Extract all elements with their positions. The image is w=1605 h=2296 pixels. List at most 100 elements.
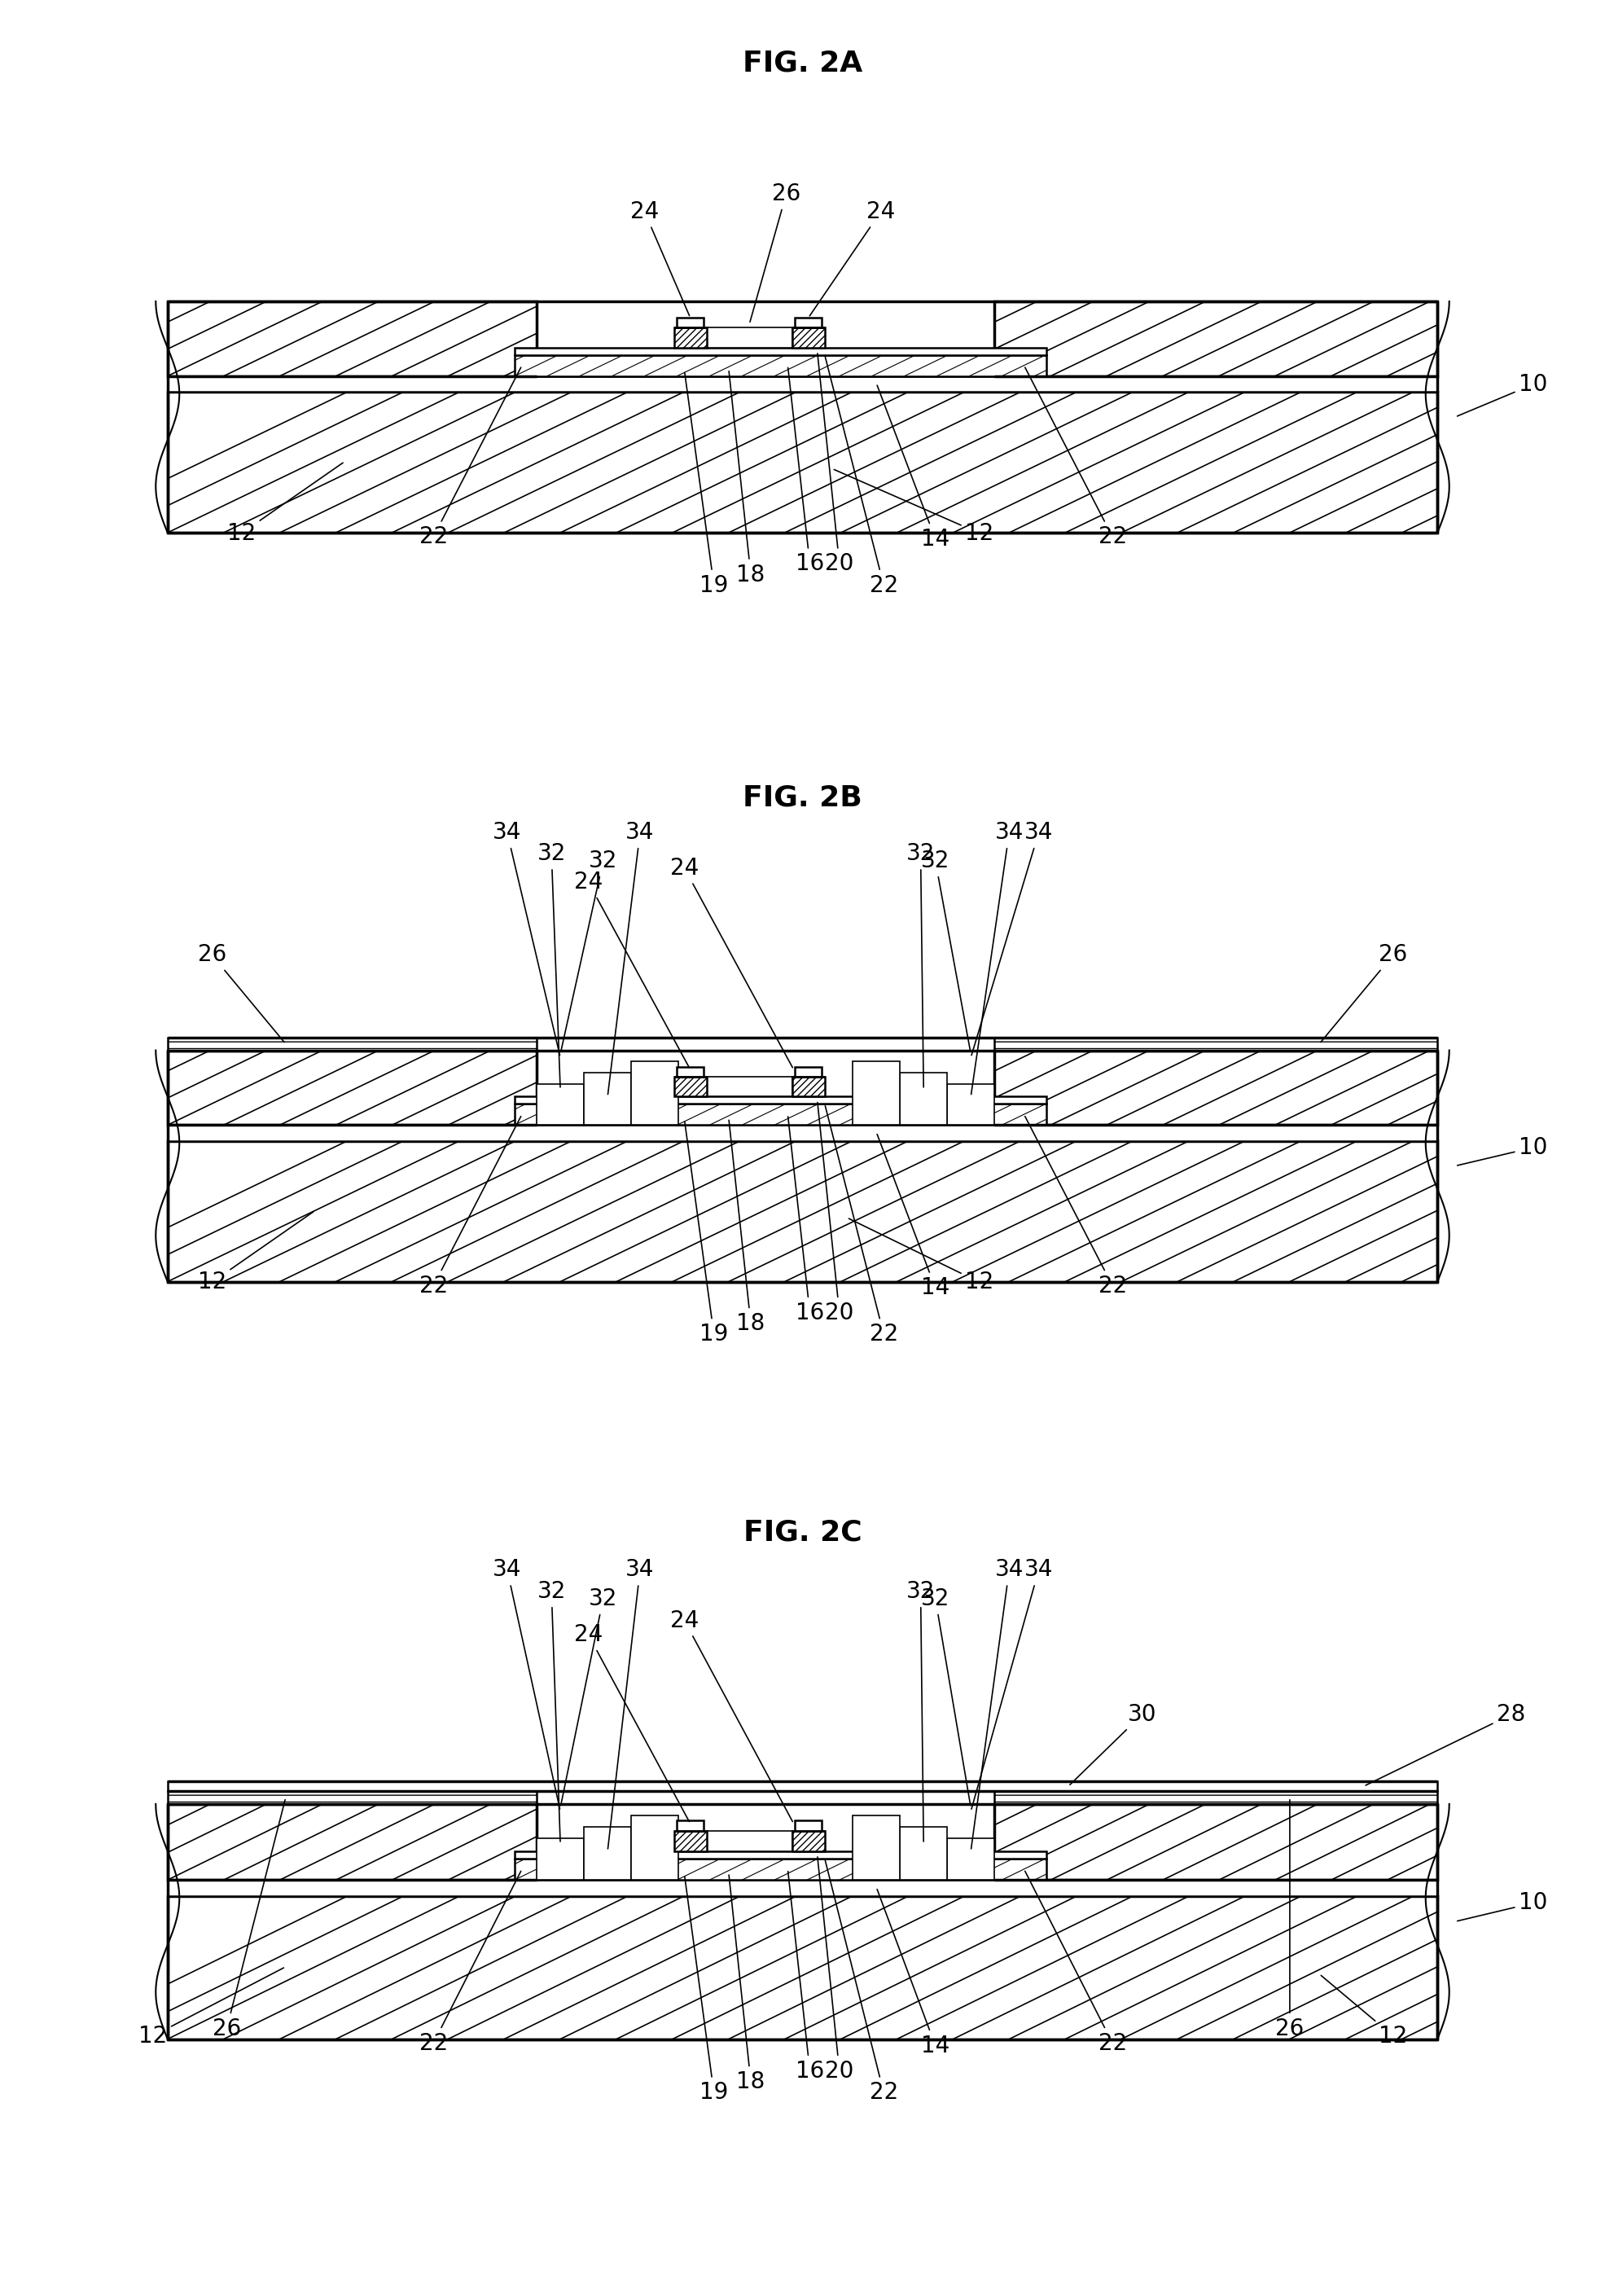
Text: 12: 12 bbox=[849, 1219, 993, 1293]
Text: FIG. 2C: FIG. 2C bbox=[743, 1520, 862, 1548]
Text: 26: 26 bbox=[212, 1800, 286, 2041]
Text: 26: 26 bbox=[1321, 944, 1408, 1042]
Text: 14: 14 bbox=[876, 1890, 950, 2057]
Bar bbox=[515, 1097, 1046, 1104]
Text: 30: 30 bbox=[1071, 1704, 1157, 1784]
Bar bbox=[995, 1049, 1438, 1125]
Bar bbox=[167, 393, 1438, 533]
Text: 10: 10 bbox=[1457, 1137, 1547, 1166]
Text: 24: 24 bbox=[669, 1609, 793, 1821]
Text: 34: 34 bbox=[971, 1559, 1053, 1809]
Bar bbox=[167, 377, 1438, 393]
Text: 14: 14 bbox=[876, 386, 950, 551]
Text: 19: 19 bbox=[685, 1120, 729, 1345]
Bar bbox=[794, 1821, 822, 1830]
Text: 20: 20 bbox=[817, 1857, 854, 2082]
Bar bbox=[631, 1061, 679, 1125]
Bar bbox=[674, 1077, 706, 1097]
Bar bbox=[794, 317, 822, 328]
Bar bbox=[947, 1839, 995, 1880]
Text: 18: 18 bbox=[729, 1876, 766, 2094]
Bar bbox=[584, 1072, 631, 1125]
Bar bbox=[515, 1857, 1046, 1880]
Text: 26: 26 bbox=[197, 944, 284, 1042]
Text: 34: 34 bbox=[493, 822, 560, 1056]
Text: 32: 32 bbox=[538, 843, 567, 1088]
Bar bbox=[947, 1084, 995, 1125]
Text: 16: 16 bbox=[788, 1116, 825, 1325]
Text: 20: 20 bbox=[817, 354, 854, 576]
Bar bbox=[167, 1880, 1438, 1896]
Bar bbox=[995, 1791, 1438, 1805]
Text: 34: 34 bbox=[493, 1559, 560, 1809]
Text: 22: 22 bbox=[1026, 367, 1127, 549]
Bar bbox=[852, 1061, 900, 1125]
Bar bbox=[167, 1805, 536, 1880]
Bar bbox=[995, 1038, 1438, 1049]
Bar bbox=[515, 1851, 1046, 1857]
Text: 12: 12 bbox=[138, 1968, 284, 2048]
Text: 10: 10 bbox=[1457, 372, 1547, 416]
Bar bbox=[794, 1068, 822, 1077]
Text: 16: 16 bbox=[788, 1871, 825, 2082]
Text: 10: 10 bbox=[1457, 1892, 1547, 1922]
Text: 12: 12 bbox=[835, 468, 993, 544]
Bar bbox=[167, 1049, 536, 1125]
Text: 32: 32 bbox=[560, 850, 618, 1052]
Bar bbox=[515, 356, 1046, 377]
Bar bbox=[995, 1805, 1438, 1880]
Text: 22: 22 bbox=[419, 367, 522, 549]
Text: 34: 34 bbox=[971, 822, 1024, 1095]
Bar bbox=[793, 328, 825, 347]
Text: 22: 22 bbox=[1026, 1116, 1127, 1297]
Text: 18: 18 bbox=[729, 1120, 766, 1334]
Bar bbox=[167, 1125, 1438, 1141]
Bar bbox=[793, 1830, 825, 1851]
Bar bbox=[536, 1084, 584, 1125]
Text: 26: 26 bbox=[750, 181, 801, 321]
Text: 34: 34 bbox=[608, 822, 655, 1095]
Text: 22: 22 bbox=[825, 1107, 899, 1345]
Text: 12: 12 bbox=[197, 1212, 313, 1293]
Text: 34: 34 bbox=[971, 822, 1053, 1056]
Text: 32: 32 bbox=[907, 843, 936, 1088]
Bar bbox=[515, 1104, 1046, 1125]
Text: 22: 22 bbox=[825, 1860, 899, 2103]
Text: 12: 12 bbox=[226, 464, 343, 544]
Bar bbox=[167, 1791, 536, 1805]
Text: 20: 20 bbox=[817, 1102, 854, 1325]
Bar bbox=[706, 1077, 793, 1097]
Bar bbox=[167, 1896, 1438, 2039]
Text: 12: 12 bbox=[1321, 1975, 1408, 2048]
Bar bbox=[995, 301, 1438, 377]
Text: 24: 24 bbox=[575, 870, 689, 1068]
Bar bbox=[900, 1072, 947, 1125]
Bar bbox=[677, 317, 703, 328]
Text: 16: 16 bbox=[788, 367, 825, 576]
Bar bbox=[167, 1782, 1438, 1791]
Bar bbox=[793, 1077, 825, 1097]
Text: FIG. 2A: FIG. 2A bbox=[743, 48, 862, 76]
Bar bbox=[515, 347, 1046, 356]
Bar bbox=[167, 1038, 536, 1049]
Text: 26: 26 bbox=[1276, 1800, 1305, 2041]
Bar bbox=[674, 328, 706, 347]
Bar bbox=[536, 1839, 584, 1880]
Text: 32: 32 bbox=[921, 1587, 971, 1805]
Text: 32: 32 bbox=[560, 1587, 618, 1805]
Text: 14: 14 bbox=[876, 1134, 950, 1300]
Text: 34: 34 bbox=[608, 1559, 655, 1848]
Text: 24: 24 bbox=[809, 200, 896, 317]
Bar bbox=[677, 1068, 703, 1077]
Text: 32: 32 bbox=[921, 850, 971, 1052]
Bar bbox=[674, 1830, 706, 1851]
Text: FIG. 2B: FIG. 2B bbox=[743, 783, 862, 810]
Bar bbox=[167, 301, 536, 377]
Text: 22: 22 bbox=[419, 1871, 522, 2055]
Bar bbox=[852, 1816, 900, 1880]
Bar bbox=[677, 1821, 703, 1830]
Text: 19: 19 bbox=[685, 1876, 729, 2103]
Text: 22: 22 bbox=[825, 356, 899, 597]
Text: 18: 18 bbox=[729, 372, 766, 585]
Bar bbox=[584, 1828, 631, 1880]
